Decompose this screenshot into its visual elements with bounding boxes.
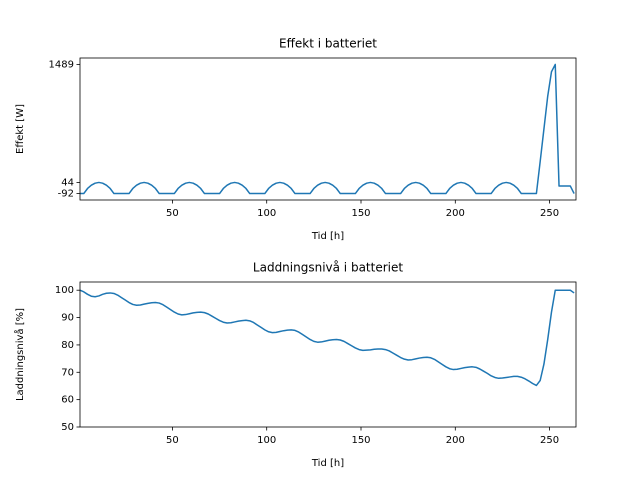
x-tick-label: 250 [540,208,559,219]
y-tick-label: -92 [58,189,74,200]
axes-frame [79,57,577,201]
x-tick-label: 150 [351,435,370,446]
y-tick-label: 70 [61,367,74,378]
x-tick-label: 200 [446,435,465,446]
data-line [79,289,575,387]
x-tick-label: 250 [540,435,559,446]
x-tick-label: 100 [257,435,276,446]
chart-title: Effekt i batteriet [279,37,377,51]
data-line [80,63,575,195]
y-tick-label: 44 [61,177,74,188]
x-tick-label: 200 [446,208,465,219]
x-tick-label: 150 [351,208,370,219]
x-axis-label: Tid [h] [311,231,344,242]
y-axis-label: Effekt [W] [15,104,26,154]
x-tick-label: 50 [166,208,179,219]
y-tick-label: 100 [55,285,74,296]
axes-frame [79,281,577,428]
x-tick-label: 100 [257,208,276,219]
y-tick-label: 80 [61,340,74,351]
y-tick-label: 60 [61,395,74,406]
x-axis-label: Tid [h] [311,458,344,469]
y-tick-label: 90 [61,313,74,324]
y-axis-label: Laddningsnivå [%] [13,308,26,401]
chart-title: Laddningsnivå i batteriet [253,261,403,275]
y-tick-label: 1489 [49,59,74,70]
y-tick-label: 50 [61,422,74,433]
x-tick-label: 50 [166,435,179,446]
